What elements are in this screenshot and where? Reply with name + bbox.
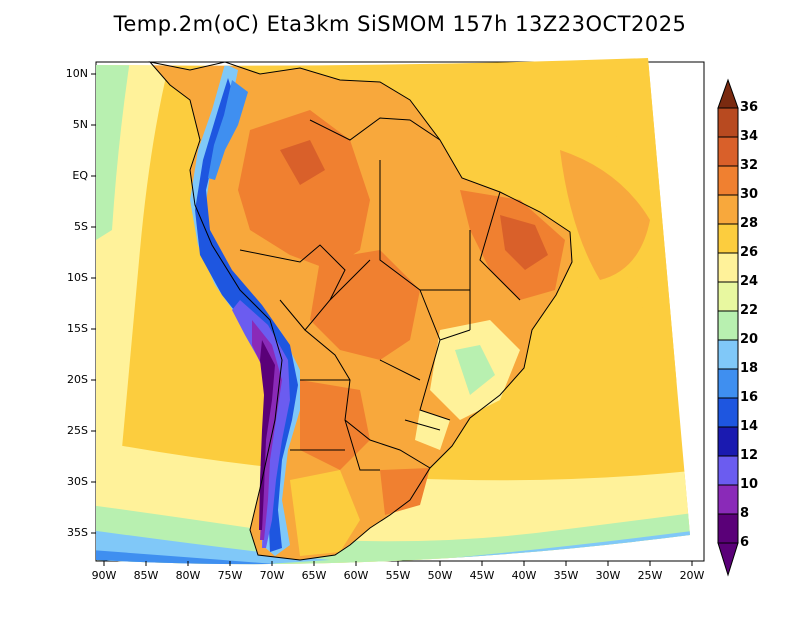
- colorbar-label-6: 6: [740, 535, 750, 550]
- colorbar-label-32: 32: [740, 158, 759, 173]
- colorbar-bin-28-30: [717, 194, 739, 225]
- colorbar-bin-16-18: [717, 368, 739, 399]
- andes-6: [259, 340, 275, 530]
- lat-label-20s: 20S: [67, 373, 88, 386]
- lon-label-75w: 75W: [217, 569, 243, 582]
- colorbar-label-26: 26: [740, 245, 759, 260]
- colorbar-bin-26-28: [717, 223, 739, 254]
- lon-label-30w: 30W: [595, 569, 621, 582]
- colorbar-top-triangle: [717, 78, 739, 109]
- land-cool-24b: [415, 410, 450, 450]
- colorbar-label-34: 34: [740, 129, 759, 144]
- colorbar-label-10: 10: [740, 477, 759, 492]
- lon-label-40w: 40W: [511, 569, 537, 582]
- colorbar-label-36: 36: [740, 100, 759, 115]
- colorbar-label-30: 30: [740, 187, 759, 202]
- lon-label-60w: 60W: [343, 569, 369, 582]
- lon-label-55w: 55W: [385, 569, 411, 582]
- colorbar-bin-24-26: [717, 252, 739, 283]
- colorbar-label-14: 14: [740, 419, 759, 434]
- lon-label-45w: 45W: [469, 569, 495, 582]
- lat-label-10n: 10N: [65, 67, 88, 80]
- boundaries: [148, 61, 573, 561]
- colorbar-label-8: 8: [740, 506, 750, 521]
- colorbar-bin-10-12: [717, 455, 739, 486]
- lat-label-eq: EQ: [72, 169, 88, 182]
- colorbar-label-24: 24: [740, 274, 759, 289]
- colorbar-label-22: 22: [740, 303, 759, 318]
- colorbar-bottom-triangle: [717, 542, 739, 577]
- colorbar-label-28: 28: [740, 216, 759, 231]
- colorbar-label-20: 20: [740, 332, 759, 347]
- temperature-field: [96, 58, 690, 565]
- land-hot-30d: [300, 380, 370, 470]
- lon-label-90w: 90W: [91, 569, 117, 582]
- lat-label-5n: 5N: [72, 118, 88, 131]
- map-title: Temp.2m(oC) Eta3km SiSMOM 157h 13Z23OCT2…: [113, 12, 687, 36]
- colorbar-bin-30-32: [717, 165, 739, 196]
- land-patagonia: [290, 470, 360, 556]
- colorbar-label-12: 12: [740, 448, 759, 463]
- pacific-west-22: [96, 60, 130, 240]
- andes-north-16: [208, 80, 248, 180]
- lat-label-30s: 30S: [67, 475, 88, 488]
- atlantic-warm-patch: [560, 150, 650, 280]
- lat-label-35s: 35S: [67, 526, 88, 539]
- lon-label-85w: 85W: [133, 569, 159, 582]
- land-hot-30: [238, 110, 370, 270]
- lat-label-25s: 25S: [67, 424, 88, 437]
- land-hot-32b: [280, 140, 325, 185]
- colorbar-bin-12-14: [717, 426, 739, 457]
- south-borders: [279, 299, 380, 471]
- land-cool-22: [455, 345, 495, 395]
- colorbar-label-16: 16: [740, 390, 759, 405]
- colorbar: [717, 78, 739, 577]
- lon-label-70w: 70W: [259, 569, 285, 582]
- south-ocean-18: [96, 550, 300, 565]
- lon-label-25w: 25W: [637, 569, 663, 582]
- lat-label-5s: 5S: [74, 220, 88, 233]
- colorbar-bin-20-22: [717, 310, 739, 341]
- colorbar-label-18: 18: [740, 361, 759, 376]
- land-hot-30b: [310, 250, 420, 360]
- lon-label-50w: 50W: [427, 569, 453, 582]
- colorbar-bin-6-8: [717, 513, 739, 544]
- colorbar-bin-8-10: [717, 484, 739, 515]
- lon-label-35w: 35W: [553, 569, 579, 582]
- colorbar-bin-34-36: [717, 107, 739, 138]
- lon-label-80w: 80W: [175, 569, 201, 582]
- colorbar-bin-32-34: [717, 136, 739, 167]
- lon-label-65w: 65W: [301, 569, 327, 582]
- lon-label-20w: 20W: [679, 569, 705, 582]
- lon-ticks: [103, 561, 693, 566]
- lat-ticks: [91, 73, 96, 534]
- land-hot-32: [500, 215, 548, 270]
- colorbar-bin-14-16: [717, 397, 739, 428]
- colorbar-bin-18-20: [717, 339, 739, 370]
- land-pampas: [380, 468, 430, 515]
- lat-label-15s: 15S: [67, 322, 88, 335]
- brazil-border: [239, 117, 441, 469]
- colorbar-bin-22-24: [717, 281, 739, 312]
- state-lines: [329, 160, 521, 431]
- lat-label-10s: 10S: [67, 271, 88, 284]
